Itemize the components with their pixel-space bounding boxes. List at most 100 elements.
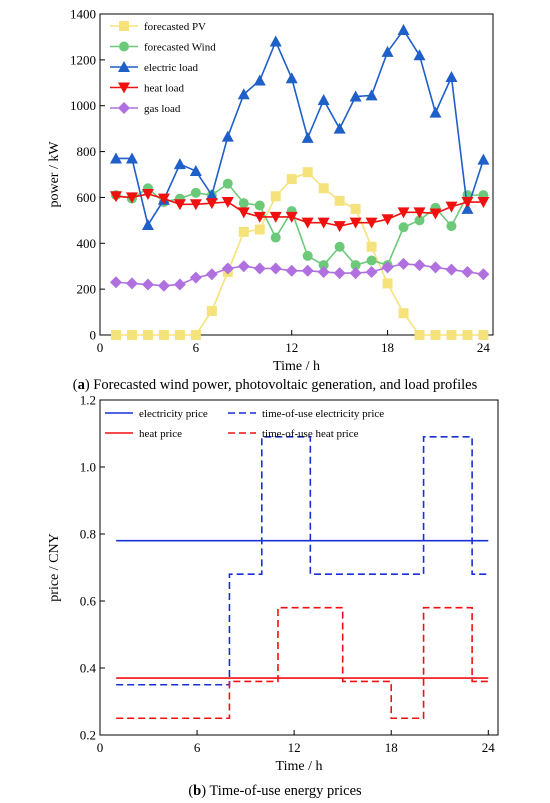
- chart-a-y-tick-label: 0: [90, 328, 97, 343]
- data-point-electric-load: [125, 152, 138, 164]
- data-point-electric-load: [365, 89, 378, 101]
- series-line-forecasted-wind: [115, 182, 484, 267]
- chart-b-x-tick-label: 18: [385, 740, 398, 755]
- caption-b-prefix: (: [188, 783, 193, 799]
- chart-b-x-tick-label: 24: [482, 740, 496, 755]
- data-point-gas-load: [237, 260, 250, 273]
- legend-label-electric-load: electric load: [144, 62, 199, 74]
- data-point-forecasted-pv: [190, 330, 201, 340]
- legend-label-heat-load: heat load: [144, 83, 185, 95]
- caption-a: (a) Forecasted wind power, photovoltaic …: [73, 377, 478, 393]
- legend-item-electricity-price: electricity price: [105, 408, 208, 420]
- chart-b-x-tick-label: 12: [288, 740, 301, 755]
- legend-label-forecasted-wind: forecasted Wind: [144, 42, 216, 54]
- data-point-heat-load: [429, 208, 442, 220]
- chart-b-y-tick-label: 0.2: [80, 728, 96, 743]
- data-point-forecasted-pv: [382, 278, 393, 289]
- data-point-forecasted-wind: [302, 250, 313, 261]
- series-line-electric-load: [115, 28, 485, 227]
- data-point-heat-load: [141, 188, 154, 200]
- chart-b-y-tick-label: 1.2: [80, 393, 96, 408]
- data-point-electric-load: [413, 49, 426, 61]
- data-point-forecasted-pv: [110, 330, 121, 340]
- legend-a: forecasted PV forecasted Wind electric loa…: [110, 21, 216, 115]
- data-point-gas-load: [269, 262, 282, 275]
- data-point-heat-load: [125, 192, 138, 204]
- data-point-electric-load: [349, 90, 362, 102]
- data-point-electric-load: [333, 122, 346, 134]
- data-point-electric-load: [189, 165, 202, 177]
- data-point-gas-load: [317, 265, 330, 278]
- chart-a-y-axis-label: power / kW: [47, 141, 62, 208]
- data-point-heat-load: [349, 217, 362, 229]
- series-heat-load: [109, 188, 490, 233]
- chart-a-x-tick-label: 24: [477, 340, 491, 355]
- data-point-forecasted-pv: [478, 330, 489, 340]
- data-point-electric-load: [397, 24, 410, 36]
- data-point-gas-load: [301, 264, 314, 277]
- legend-marker-electric-load: [118, 61, 130, 72]
- data-point-forecasted-wind: [334, 241, 345, 252]
- data-point-forecasted-pv: [302, 167, 313, 178]
- chart-a-y-tick-label: 800: [77, 144, 97, 159]
- data-point-forecasted-wind: [254, 200, 265, 211]
- data-point-forecasted-wind: [398, 222, 409, 233]
- legend-item-time-of-use-heat-price: time-of-use heat price: [228, 428, 359, 440]
- data-point-gas-load: [285, 264, 298, 277]
- data-point-forecasted-pv: [366, 241, 377, 252]
- data-point-gas-load: [349, 267, 362, 280]
- data-point-gas-load: [253, 262, 266, 275]
- caption-b-letter: b: [193, 783, 201, 799]
- chart-a-y-tick-label: 1400: [70, 7, 96, 22]
- legend-label-gas-load: gas load: [144, 103, 181, 115]
- data-point-electric-load: [317, 93, 330, 105]
- data-point-heat-load: [477, 197, 490, 209]
- data-point-heat-load: [285, 211, 298, 223]
- data-point-gas-load: [365, 265, 378, 278]
- chart-b-plot-frame: [99, 399, 499, 736]
- data-point-forecasted-pv: [334, 195, 345, 206]
- data-point-forecasted-pv: [158, 330, 169, 340]
- legend-item-heat-price: heat price: [105, 428, 182, 440]
- data-point-heat-load: [253, 211, 266, 223]
- caption-a-letter: a: [78, 377, 86, 393]
- data-point-heat-load: [333, 221, 346, 233]
- data-point-heat-load: [173, 199, 186, 211]
- data-point-electric-load: [381, 45, 394, 57]
- data-point-gas-load: [141, 278, 154, 291]
- data-point-heat-load: [381, 214, 394, 226]
- caption-a-prefix: (: [73, 377, 78, 393]
- series-line-time-of-use-heat-price: [116, 606, 489, 720]
- chart-b-x-axis-label: Time / h: [276, 759, 323, 774]
- data-point-heat-load: [365, 217, 378, 229]
- legend-label-time-of-use-electricity-price: time-of-use electricity price: [262, 408, 384, 420]
- data-point-forecasted-wind: [238, 198, 249, 209]
- chart-a-x-tick-label: 6: [193, 340, 200, 355]
- data-point-gas-load: [189, 271, 202, 284]
- data-point-electric-load: [109, 152, 122, 164]
- data-point-forecasted-wind: [350, 260, 361, 271]
- data-point-forecasted-wind: [366, 255, 377, 266]
- chart-a-x-axis-label: Time / h: [273, 359, 320, 374]
- data-point-gas-load: [413, 259, 426, 272]
- chart-a-x-tick-label: 18: [381, 340, 394, 355]
- data-point-electric-load: [141, 218, 154, 230]
- legend-marker-forecasted-pv: [119, 21, 129, 31]
- data-point-electric-load: [477, 153, 490, 165]
- data-point-forecasted-pv: [398, 308, 409, 319]
- data-point-forecasted-wind: [414, 215, 425, 226]
- data-point-gas-load: [333, 267, 346, 280]
- chart-time-of-use-prices: 0 6 12 18 24 0.2 0.4 0.6 0.8 1.0 1.2 Time / h price …: [47, 393, 499, 774]
- chart-b-y-axis-label: price / CNY: [47, 533, 62, 601]
- data-point-heat-load: [461, 197, 474, 209]
- data-point-forecasted-pv: [270, 191, 281, 202]
- data-point-forecasted-wind: [190, 187, 201, 198]
- chart-b-y-tick-label: 0.4: [80, 661, 97, 676]
- data-point-heat-load: [221, 197, 234, 209]
- data-point-electric-load: [461, 202, 474, 214]
- legend-item-forecasted-pv: forecasted PV: [110, 21, 206, 33]
- data-point-heat-load: [445, 201, 458, 213]
- legend-marker-forecasted-wind: [119, 41, 129, 52]
- caption-b: (b) Time-of-use energy prices: [188, 783, 362, 799]
- data-point-gas-load: [429, 261, 442, 274]
